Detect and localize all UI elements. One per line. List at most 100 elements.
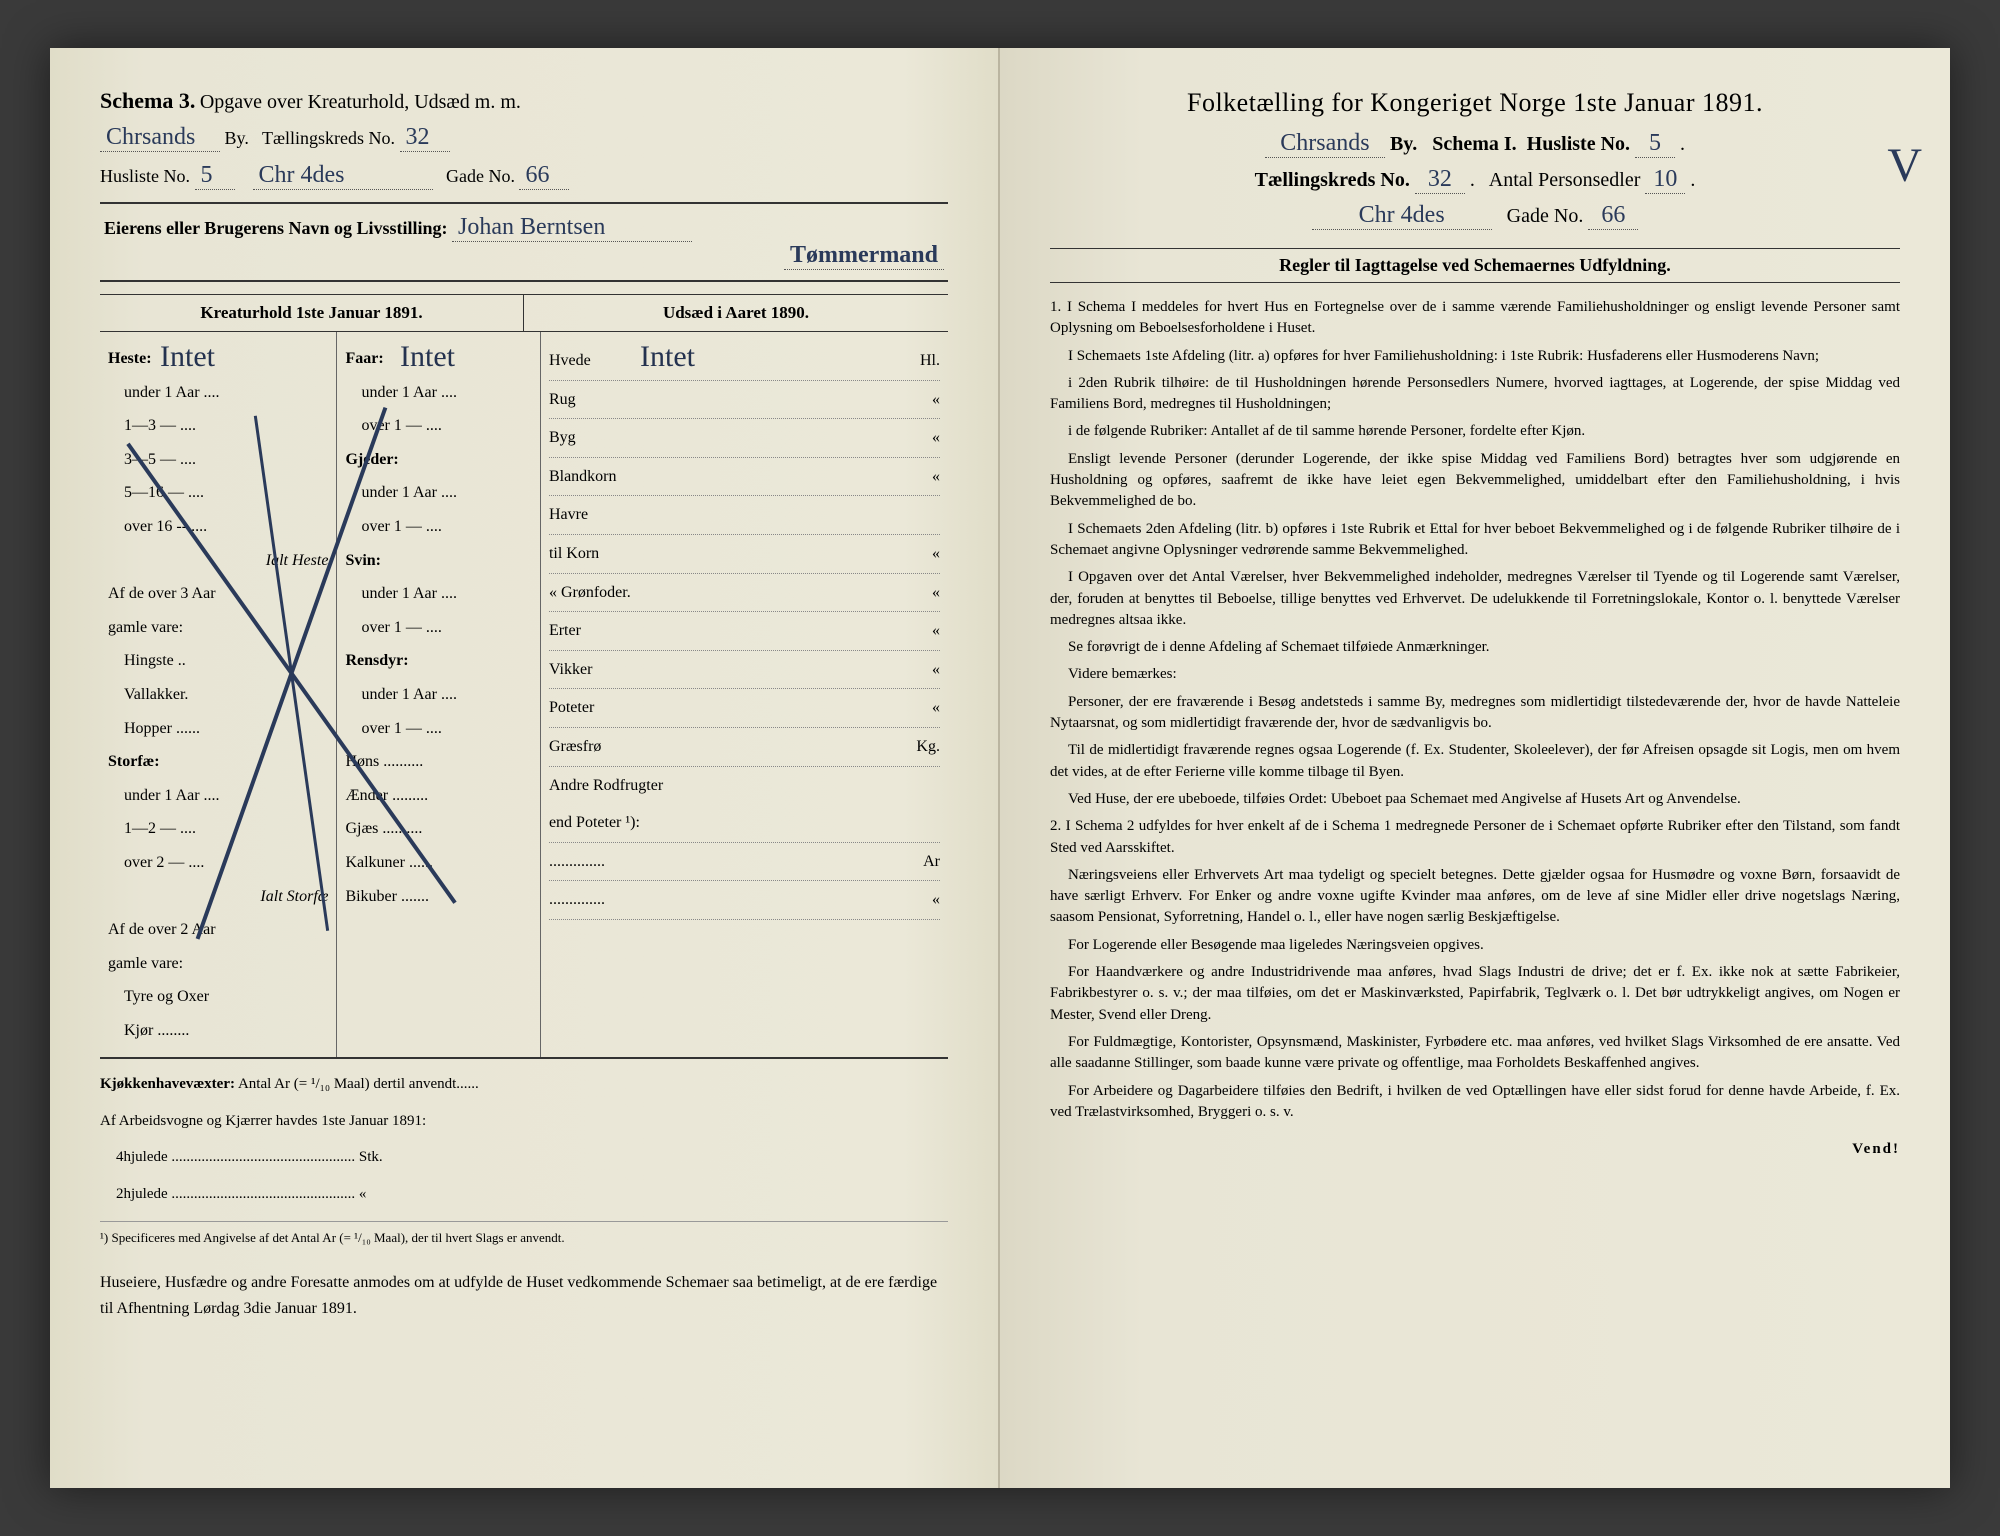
crop-unit: « <box>932 883 940 917</box>
storfae-row-0: under 1 Aar .... <box>108 779 328 813</box>
udsaed-header: Udsæd i Aaret 1890. <box>524 295 948 331</box>
bikuber: Bikuber ....... <box>345 880 532 914</box>
rules-title: Regler til Iagttagelse ved Schemaernes U… <box>1050 248 1900 283</box>
col-faar: Faar: under 1 Aar .... over 1 — .... Gje… <box>337 332 541 1057</box>
schema3-title: Opgave over Kreaturhold, Udsæd m. m. <box>200 91 521 113</box>
hons: Høns .......... <box>345 745 532 779</box>
crop-unit: Kg. <box>916 730 940 764</box>
crop-unit: « <box>932 383 940 417</box>
kjokken-text: Antal Ar (= ¹/₁₀ Maal) dertil anvendt...… <box>238 1076 479 1092</box>
footnote: ¹) Specificeres med Angivelse af det Ant… <box>100 1221 948 1246</box>
crop-name: til Korn <box>549 537 599 571</box>
kreds-label-r: Tællingskreds No. <box>1255 169 1410 191</box>
rensdyr-label: Rensdyr: <box>345 644 532 678</box>
crop-13: ..............Ar <box>549 843 940 882</box>
crop-3: Blandkorn « <box>549 458 940 497</box>
closing-text: Huseiere, Husfædre og andre Foresatte an… <box>100 1270 948 1321</box>
rule-p6: I Schemaets 2den Afdeling (litr. b) opfø… <box>1050 519 1900 562</box>
vallakker: Vallakker. <box>108 678 328 712</box>
intet-2: Intet <box>400 340 455 374</box>
street-script-r: Chr 4des <box>1312 202 1492 230</box>
heste-row-2: 3—5 — .... <box>108 443 328 477</box>
crop-unit: « <box>932 537 940 571</box>
rule-p14: Næringsveiens eller Erhvervets Art maa t… <box>1050 865 1900 929</box>
crop-name: .............. <box>549 883 605 917</box>
crop-2: Byg« <box>549 419 940 458</box>
crop-name: Andre Rodfrugter <box>549 769 663 803</box>
owner-label: Eierens eller Brugerens Navn og Livsstil… <box>104 218 448 238</box>
schema3-header: Schema 3. Opgave over Kreaturhold, Udsæd… <box>100 88 948 114</box>
line-gade-r: Chr 4des Gade No. 66 <box>1050 202 1900 230</box>
heste-row-1: 1—3 — .... <box>108 409 328 443</box>
hingste: Hingste .. <box>108 644 328 678</box>
gade-label: Gade No. <box>446 166 515 186</box>
crop-name: Blandkorn <box>549 460 617 494</box>
crop-4: Havre <box>549 496 940 535</box>
crop-9: Poteter « <box>549 689 940 728</box>
by-label: By. <box>225 128 249 148</box>
tyre: Tyre og Oxer <box>108 980 328 1014</box>
faar-row-1: over 1 — .... <box>345 409 532 443</box>
hopper: Hopper ...... <box>108 712 328 746</box>
census-title: Folketælling for Kongeriget Norge 1ste J… <box>1050 88 1900 118</box>
crop-name: Erter <box>549 614 581 648</box>
rule-p10: Personer, der ere fraværende i Besøg and… <box>1050 692 1900 735</box>
gamle-vare-1: gamle vare: <box>108 611 328 645</box>
owner-box: Eierens eller Brugerens Navn og Livsstil… <box>100 202 948 282</box>
crop-unit: Ar <box>923 845 940 879</box>
schema-label-r: Schema I. <box>1432 133 1516 155</box>
vend: Vend! <box>1050 1141 1900 1158</box>
line-city-r: Chrsands By. Schema I. Husliste No. 5 . <box>1050 130 1900 158</box>
rule-p5: Ensligt levende Personer (derunder Loger… <box>1050 449 1900 513</box>
crop-12: end Poteter ¹): <box>549 804 940 843</box>
check-mark: V <box>1887 138 1922 193</box>
crop-name: Rug <box>549 383 576 417</box>
rules-body: 1. I Schema I meddeles for hvert Hus en … <box>1050 297 1900 1123</box>
rule-p13: 2. I Schema 2 udfyldes for hver enkelt a… <box>1050 816 1900 859</box>
crop-unit: « <box>932 691 940 725</box>
af2aar: Af de over 2 Aar <box>108 913 328 947</box>
street-script: Chr 4des <box>253 162 433 190</box>
crop-11: Andre Rodfrugter <box>549 767 940 805</box>
crop-1: Rug « <box>549 381 940 420</box>
crop-unit: Hl. <box>920 344 940 378</box>
crop-unit: « <box>932 576 940 610</box>
arbeids-line: Af Arbeidsvogne og Kjærrer havdes 1ste J… <box>100 1110 948 1133</box>
kjokken-label: Kjøkkenhavevæxter: <box>100 1076 235 1092</box>
crop-6: « Grønfoder.« <box>549 574 940 613</box>
rule-p2: I Schemaets 1ste Afdeling (litr. a) opfø… <box>1050 346 1900 367</box>
kjokken-line: Kjøkkenhavevæxter: Antal Ar (= ¹/₁₀ Maal… <box>100 1073 948 1096</box>
city-script-r: Chrsands <box>1265 130 1385 158</box>
rule-p1: 1. I Schema I meddeles for hvert Hus en … <box>1050 297 1900 340</box>
intet-3: Intet <box>640 340 695 374</box>
crop-10: GræsfrøKg. <box>549 728 940 767</box>
right-page: V Folketælling for Kongeriget Norge 1ste… <box>1000 48 1950 1488</box>
husliste-no: 5 <box>195 162 235 190</box>
crop-unit: « <box>932 460 940 494</box>
document-spread: Schema 3. Opgave over Kreaturhold, Udsæd… <box>50 48 1950 1488</box>
heste-label: Heste: <box>108 342 328 376</box>
line-kreds-r: Tællingskreds No. 32 . Antal Personsedle… <box>1050 166 1900 194</box>
faar-row-0: under 1 Aar .... <box>345 376 532 410</box>
gamle-vare-2: gamle vare: <box>108 947 328 981</box>
rule-p9: Videre bemærkes: <box>1050 664 1900 685</box>
line-city: Chrsands By. Tællingskreds No. 32 <box>100 124 948 152</box>
storfae-label: Storfæ: <box>108 745 328 779</box>
svin-label: Svin: <box>345 544 532 578</box>
gjaes: Gjæs .......... <box>345 812 532 846</box>
rule-p8: Se forøvrigt de i denne Afdeling af Sche… <box>1050 637 1900 658</box>
left-page: Schema 3. Opgave over Kreaturhold, Udsæd… <box>50 48 1000 1488</box>
crop-name: Hvede <box>549 344 591 378</box>
col-heste: Heste: under 1 Aar .... 1—3 — .... 3—5 —… <box>100 332 337 1057</box>
crop-name: Vikker <box>549 653 592 687</box>
kreds-no-r: 32 <box>1415 166 1465 194</box>
ialt-storfae: Ialt Storfæ <box>108 880 328 914</box>
crop-name: Poteter <box>549 691 594 725</box>
crop-7: Erter« <box>549 612 940 651</box>
kreatur-header: Kreaturhold 1ste Januar 1891. <box>100 295 524 331</box>
crop-name: Havre <box>549 498 588 532</box>
storfae-row-2: over 2 — .... <box>108 846 328 880</box>
kreds-no: 32 <box>400 124 450 152</box>
intet-1: Intet <box>160 340 215 374</box>
by-label-r: By. <box>1390 133 1417 155</box>
